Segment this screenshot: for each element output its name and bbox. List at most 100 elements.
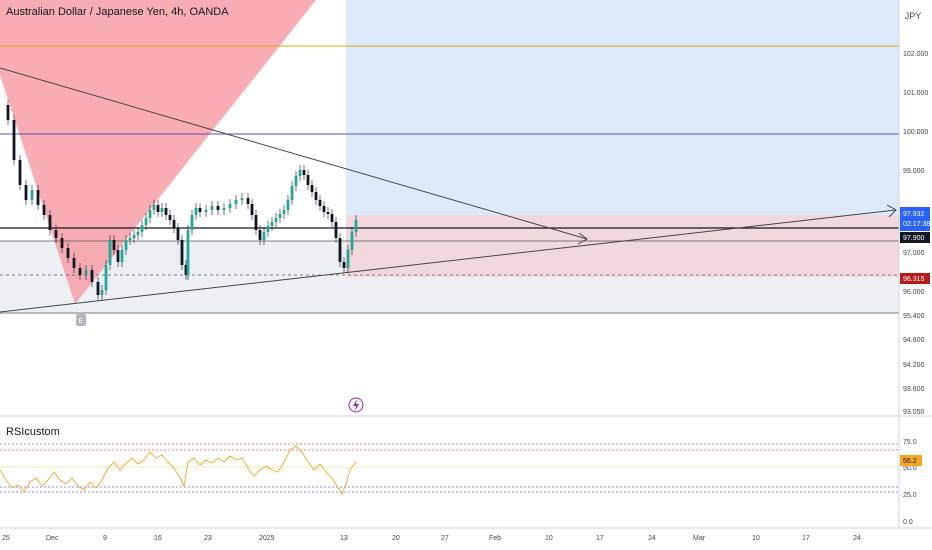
candle-body	[156, 205, 160, 212]
price-tick: 102.000	[903, 51, 928, 58]
candle-body	[6, 105, 10, 120]
candle-body	[136, 232, 140, 235]
candle-body	[96, 282, 100, 295]
event-badge-label: E	[79, 318, 84, 325]
price-axis[interactable]: 102.000 101.000 100.000 99.000 97.000 96…	[903, 51, 928, 416]
candle-body	[190, 215, 194, 230]
pink-stop-zone	[346, 215, 899, 277]
candle-body	[100, 290, 104, 295]
candle-body	[306, 175, 310, 185]
level-price-badge	[900, 232, 930, 243]
rsi-tick: 0.0	[903, 519, 913, 526]
price-tick: 101.000	[903, 90, 928, 97]
descending-trendline[interactable]	[0, 67, 588, 240]
candle-body	[186, 230, 190, 275]
candle-body	[258, 230, 262, 240]
rsi-axis[interactable]: 75.0 50.0 25.0 0.0	[903, 439, 917, 526]
candle-body	[128, 238, 132, 240]
candle-body	[184, 265, 188, 275]
rsi-tick: 25.0	[903, 492, 917, 499]
candle-body	[278, 214, 282, 218]
candle-body	[350, 232, 354, 250]
candle-body	[228, 204, 232, 208]
candle-body	[176, 228, 180, 240]
price-tick: 94.200	[903, 362, 925, 369]
candle-body	[346, 250, 350, 268]
candle-body	[168, 215, 172, 220]
candle-body	[330, 214, 334, 222]
candle-body	[152, 205, 156, 210]
last-price-label: 97.932	[903, 211, 925, 218]
candle-body	[132, 235, 136, 238]
price-tick: 95.400	[903, 313, 925, 320]
rsi-tick: 50.0	[903, 465, 917, 472]
candle-body	[12, 120, 16, 160]
price-tick: 99.000	[903, 168, 925, 175]
candle-body	[42, 205, 46, 215]
event-badge[interactable]	[76, 314, 86, 326]
candle-body	[164, 208, 168, 215]
candle-body	[84, 270, 88, 275]
rsi-line	[0, 445, 357, 495]
candle-body	[354, 220, 358, 232]
candle-body	[310, 185, 314, 192]
candle-body	[254, 215, 258, 230]
time-tick: Dec	[46, 535, 59, 542]
candle-body	[270, 222, 274, 226]
time-tick: 17	[802, 535, 810, 542]
rsi-value-label: 56.2	[903, 458, 917, 465]
time-tick: 17	[596, 535, 604, 542]
lightning-glyph	[353, 399, 359, 411]
candle-body	[90, 270, 94, 282]
time-axis[interactable]: 25 Dec 9 16 23 2025 13 20 27 Feb 10 17 2…	[2, 535, 861, 542]
time-tick: 9	[103, 535, 107, 542]
time-tick: 10	[752, 535, 760, 542]
candle-body	[140, 225, 144, 232]
time-tick: 27	[441, 535, 449, 542]
gray-range-zone-right	[346, 277, 899, 313]
currency-button[interactable]: JPY	[904, 11, 922, 21]
candle-body	[124, 240, 128, 250]
candle-body	[204, 210, 208, 212]
candle-body	[120, 250, 124, 262]
blue-target-zone	[346, 0, 899, 215]
time-tick: Feb	[489, 535, 501, 542]
indicator-title[interactable]: RSIcustom	[6, 426, 60, 438]
rsi-tick: 75.0	[903, 439, 917, 446]
candle-body	[302, 170, 306, 175]
time-tick: 13	[340, 535, 348, 542]
candle-body	[314, 192, 318, 200]
candle-body	[286, 200, 290, 210]
time-tick: 23	[204, 535, 212, 542]
candle-body	[290, 186, 294, 200]
candle-body	[108, 240, 112, 265]
price-tick: 93.050	[903, 409, 925, 416]
candle-body	[116, 250, 120, 262]
candle-body	[266, 226, 270, 232]
descending-arrow-head	[577, 232, 588, 245]
stop-price-label: 96.315	[903, 276, 925, 283]
time-tick: 16	[154, 535, 162, 542]
candle-body	[18, 160, 22, 185]
candle-body	[338, 238, 342, 262]
candle-body	[144, 218, 148, 225]
time-tick: 24	[853, 535, 861, 542]
candle-body	[334, 222, 338, 238]
candle-body	[112, 240, 116, 250]
symbol-title[interactable]: Australian Dollar / Japanese Yen, 4h, OA…	[6, 6, 229, 18]
candle-body	[148, 210, 152, 218]
price-tick: 94.800	[903, 337, 925, 344]
candle-body	[72, 258, 76, 268]
price-tick: 96.000	[903, 289, 925, 296]
candle-body	[54, 230, 58, 238]
gray-range-zone	[0, 241, 346, 313]
candle-body	[66, 248, 70, 258]
candle-body	[180, 240, 184, 265]
time-tick: 10	[545, 535, 553, 542]
candle-body	[210, 206, 214, 210]
candle-body	[160, 208, 164, 212]
time-tick: Mar	[693, 535, 706, 542]
ascending-trendline[interactable]	[0, 209, 897, 313]
time-tick: 24	[648, 535, 656, 542]
